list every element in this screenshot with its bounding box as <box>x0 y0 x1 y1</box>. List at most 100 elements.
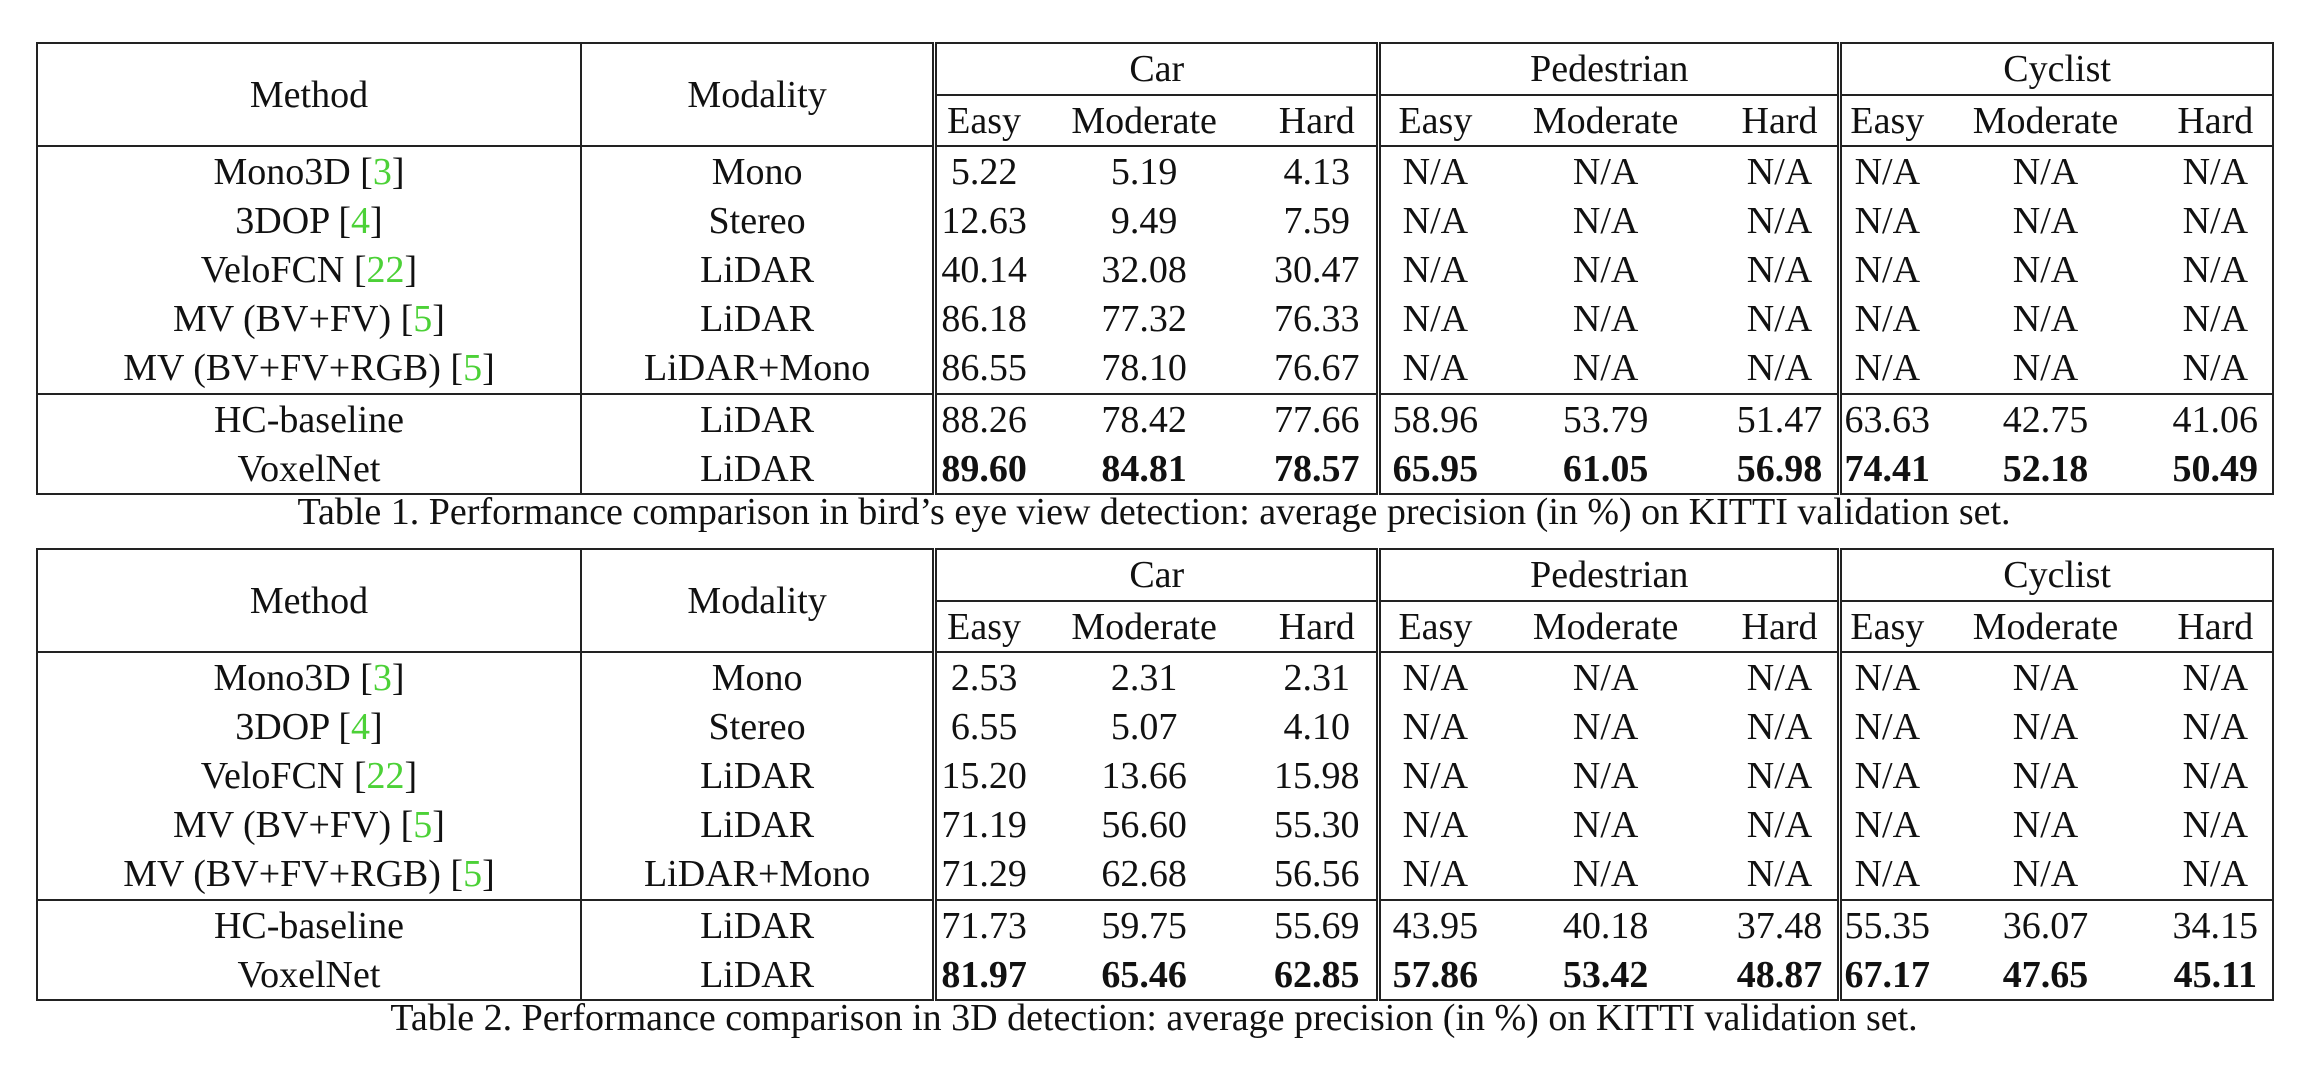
value-cell: 41.06 <box>2158 392 2273 445</box>
table-row: HC-baseline LiDAR 71.73 59.75 55.69 43.95 40.1… <box>37 898 2273 951</box>
value-cell: N/A <box>1721 294 1843 344</box>
value-cell: 2.31 <box>1110 656 1178 699</box>
citation-link[interactable]: 5 <box>463 347 483 390</box>
citation-link[interactable]: 4 <box>351 705 371 748</box>
value-cell: 62.68 <box>1101 853 1187 896</box>
value-cell: N/A <box>1402 804 1469 847</box>
method-cell: MV (BV+FV) [5] <box>37 294 582 344</box>
value-cell: N/A <box>1572 656 1639 699</box>
group-header: Pedestrian <box>1378 43 1843 96</box>
modality-cell: LiDAR <box>580 294 938 344</box>
value-cell: 7.59 <box>1257 196 1382 246</box>
value-cell: 47.65 <box>2002 953 2089 996</box>
value-cell: N/A <box>2182 347 2249 390</box>
modality-cell: LiDAR <box>580 392 938 445</box>
value-cell: N/A <box>1854 705 1921 748</box>
value-cell: 86.55 <box>941 347 1027 390</box>
value-cell: 4.13 <box>1257 146 1382 197</box>
value-cell: N/A <box>1572 347 1639 390</box>
value-cell: N/A <box>1721 196 1843 246</box>
citation-link[interactable]: 3 <box>372 150 392 193</box>
citation-link[interactable]: 3 <box>372 656 392 699</box>
citation-link[interactable]: 5 <box>413 804 433 847</box>
results-table-bev: Method Modality Car Pedestrian Cyclist Easy Mo… <box>36 42 2274 496</box>
value-cell: N/A <box>2012 150 2079 193</box>
value-cell: N/A <box>2182 804 2249 847</box>
citation-link[interactable]: 22 <box>366 754 405 797</box>
modality-cell: Stereo <box>580 196 938 246</box>
citation-link[interactable]: 5 <box>413 298 433 341</box>
modality-cell: LiDAR+Mono <box>580 849 938 900</box>
difficulty-header: Hard <box>1721 95 1843 147</box>
modality-header: Modality <box>580 549 938 653</box>
modality-cell: Mono <box>580 146 938 197</box>
value-cell: N/A <box>1402 347 1469 390</box>
difficulty-header: Moderate <box>1031 601 1258 653</box>
modality-cell: LiDAR+Mono <box>580 343 938 394</box>
value-cell: 52.18 <box>2002 447 2089 490</box>
value-cell: 56.98 <box>1721 444 1843 495</box>
value-cell: 40.14 <box>941 248 1027 291</box>
difficulty-header: Easy <box>934 95 1031 147</box>
value-cell: 53.79 <box>1489 392 1722 445</box>
group-header: Cyclist <box>1839 549 2273 602</box>
value-cell: N/A <box>1854 150 1921 193</box>
value-cell: N/A <box>1402 754 1469 797</box>
value-cell: 40.18 <box>1489 898 1722 951</box>
value-cell: N/A <box>1854 298 1921 341</box>
value-cell: N/A <box>1854 754 1921 797</box>
value-cell: 13.66 <box>1101 754 1187 797</box>
value-cell: 74.41 <box>1844 447 1931 490</box>
difficulty-header: Moderate <box>1932 95 2159 147</box>
method-name: 3DOP <box>235 199 329 242</box>
value-cell: 76.67 <box>1257 343 1382 394</box>
method-name: VoxelNet <box>237 953 381 996</box>
method-cell: VeloFCN [22] <box>37 751 582 801</box>
difficulty-header: Easy <box>934 601 1031 653</box>
difficulty-header: Hard <box>1257 601 1382 653</box>
value-cell: 65.95 <box>1392 447 1479 490</box>
value-cell: 32.08 <box>1101 248 1187 291</box>
value-cell: N/A <box>2012 298 2079 341</box>
method-name: VeloFCN <box>200 754 345 797</box>
table-row: MV (BV+FV+RGB) [5] LiDAR+Mono 86.55 78.10 76… <box>37 343 2273 394</box>
difficulty-header: Hard <box>1257 95 1382 147</box>
difficulty-header: Easy <box>1378 95 1490 147</box>
value-cell: N/A <box>2182 150 2249 193</box>
value-cell: 58.96 <box>1378 392 1490 445</box>
value-cell: 55.35 <box>1839 898 1933 951</box>
value-cell: N/A <box>2012 853 2079 896</box>
citation-link[interactable]: 22 <box>366 248 405 291</box>
value-cell: N/A <box>2182 656 2249 699</box>
difficulty-header: Hard <box>2158 601 2273 653</box>
value-cell: N/A <box>2182 298 2249 341</box>
value-cell: N/A <box>1572 298 1639 341</box>
value-cell: 30.47 <box>1257 245 1382 295</box>
value-cell: 55.30 <box>1257 800 1382 850</box>
method-name: Mono3D <box>213 150 351 193</box>
value-cell: N/A <box>1402 705 1469 748</box>
value-cell: N/A <box>1572 150 1639 193</box>
value-cell: 2.53 <box>950 656 1018 699</box>
citation-link[interactable]: 5 <box>463 853 483 896</box>
value-cell: N/A <box>1721 343 1843 394</box>
modality-cell: LiDAR <box>580 898 938 951</box>
value-cell: 45.11 <box>2173 953 2257 996</box>
value-cell: 5.07 <box>1110 705 1178 748</box>
modality-header: Modality <box>580 43 938 147</box>
value-cell: 76.33 <box>1257 294 1382 344</box>
value-cell: N/A <box>2182 705 2249 748</box>
value-cell: 51.47 <box>1721 392 1843 445</box>
value-cell: 81.97 <box>941 953 1027 996</box>
method-name: HC-baseline <box>213 904 404 947</box>
citation-link[interactable]: 4 <box>351 199 371 242</box>
value-cell: N/A <box>2012 754 2079 797</box>
value-cell: N/A <box>1572 754 1639 797</box>
value-cell: N/A <box>2012 347 2079 390</box>
value-cell: N/A <box>1854 853 1921 896</box>
value-cell: 78.42 <box>1031 392 1258 445</box>
value-cell: N/A <box>1854 199 1921 242</box>
table-row: MV (BV+FV) [5] LiDAR 71.19 56.60 55.30 N/A N/A… <box>37 800 2273 850</box>
method-header: Method <box>37 43 582 147</box>
value-cell: N/A <box>2182 853 2249 896</box>
